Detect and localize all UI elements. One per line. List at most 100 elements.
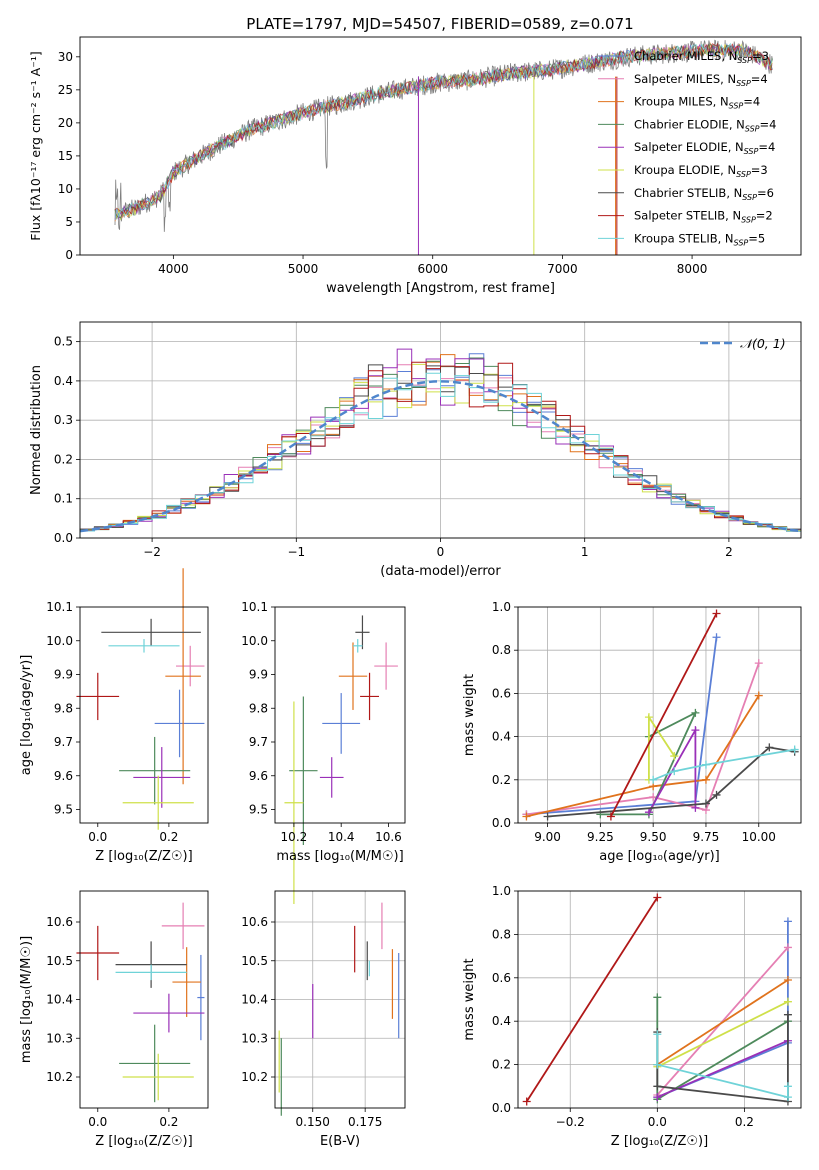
y-tick-label: 0.0 <box>492 816 511 830</box>
x-axis-label: wavelength [Angstrom, rest frame] <box>326 281 555 296</box>
y-tick-label: 0.2 <box>492 773 511 787</box>
x-axis-label: age [log₁₀(age/yr)] <box>599 849 720 864</box>
errorbar-point-salpeter-miles <box>176 645 205 687</box>
x-tick-label: 8000 <box>677 262 708 276</box>
y-axis-label: mass weight <box>462 958 477 1040</box>
x-tick-label: 0.2 <box>159 1115 178 1129</box>
weight-line-salpeter-stelib <box>525 897 659 1102</box>
y-tick-label: 0 <box>65 248 73 262</box>
legend-entry-salpeter-elodie: Salpeter ELODIE, NSSP=4 <box>634 140 775 156</box>
y-tick-label: 20 <box>58 116 73 130</box>
y-tick-label: 0.0 <box>492 1101 511 1115</box>
plot-area <box>278 902 400 1116</box>
errorbar-point-kroupa-miles <box>338 642 368 710</box>
weight-marker <box>670 767 679 776</box>
x-tick-label: 10.2 <box>281 830 308 844</box>
axes-frame <box>517 606 802 824</box>
residual-hist-kroupa-stelib <box>79 372 801 538</box>
legend-count: =4 <box>751 72 768 86</box>
weight-marker <box>653 1093 662 1102</box>
y-tick-label: 9.6 <box>249 769 268 783</box>
weight-marker <box>712 609 721 618</box>
plot-area: 𝒩(0, 1) <box>79 336 802 538</box>
y-tick-label: 10.6 <box>241 915 268 929</box>
legend-name: Chabrier ELODIE, N <box>634 117 745 131</box>
errorbar-point-chabrier-stelib <box>355 615 370 650</box>
x-axis-label: mass [log₁₀(M/M☉)] <box>276 849 403 864</box>
errorbar-point-salpeter-elodie <box>133 993 205 1033</box>
legend-name: Salpeter STELIB, N <box>634 209 741 223</box>
legend-subscript: SSP <box>734 238 749 247</box>
y-tick-label: 9.7 <box>249 735 268 749</box>
x-tick-label: 0.0 <box>648 1115 667 1129</box>
errorbar-point-salpeter-miles <box>374 642 398 690</box>
x-tick-label: 0.150 <box>296 1115 330 1129</box>
weight-marker <box>691 708 700 717</box>
axes-frame <box>274 606 406 824</box>
panel-age-vs-Z: 0.0 0.2 9.5 9.6 9.7 9.8 9.9 10.0 10.1 Z [log₁₀(Z/… <box>19 568 209 864</box>
x-axis-label: Z [log₁₀(Z/Z☉)] <box>95 1134 192 1149</box>
x-tick-label: 9.50 <box>640 830 667 844</box>
errorbar-point-chabrier-miles <box>154 689 205 758</box>
errorbar-point-kroupa-elodie <box>284 701 304 904</box>
x-tick-label: 10.00 <box>742 830 776 844</box>
plot-area <box>284 615 398 904</box>
legend-count: =4 <box>743 95 760 109</box>
legend-subscript: SSP <box>737 56 752 65</box>
legend-subscript: SSP <box>736 170 751 179</box>
observed-spectrum <box>114 39 773 232</box>
y-tick-label: 0.6 <box>492 686 511 700</box>
legend-count: =3 <box>752 49 769 63</box>
axes-frame <box>79 890 209 1109</box>
weight-marker <box>691 726 700 735</box>
y-tick-label: 0.6 <box>492 971 511 985</box>
y-tick-label: 0.1 <box>54 492 73 506</box>
weight-marker <box>670 752 679 761</box>
errorbar-point-kroupa-stelib <box>353 639 363 653</box>
weight-line-salpeter-miles <box>526 662 760 816</box>
x-axis-label: Z [log₁₀(Z/Z☉)] <box>611 1134 708 1149</box>
y-tick-label: 10.2 <box>241 1070 268 1084</box>
y-axis-label: Flux [fλ10⁻¹⁷ erg cm⁻² s⁻¹ A⁻¹] <box>28 51 43 240</box>
weight-line-chabrier-elodie <box>600 710 698 816</box>
y-tick-label: 9.7 <box>54 735 73 749</box>
panel-residuals: 𝒩(0, 1) −2 −1 0 1 2 0.0 0.1 0.2 0.3 0.4 0.5 (data-mo… <box>29 321 802 579</box>
y-tick-label: 10.0 <box>241 634 268 648</box>
x-tick-label: 9.25 <box>587 830 614 844</box>
weight-marker <box>644 808 653 817</box>
weight-marker <box>783 1010 792 1019</box>
weight-line-chabrier-miles <box>526 637 718 816</box>
plot-area <box>522 609 799 821</box>
panel-mass-vs-EBV: 0.150 0.175 10.2 10.3 10.4 10.5 10.6 E(B-V) <box>241 890 406 1149</box>
y-tick-label: 10.5 <box>241 954 268 968</box>
weight-marker <box>653 1030 662 1039</box>
y-tick-label: 10.6 <box>46 915 73 929</box>
legend-subscript: SSP <box>745 124 760 133</box>
legend-entry-salpeter-miles: Salpeter MILES, NSSP=4 <box>634 72 768 88</box>
weight-marker <box>543 812 552 821</box>
y-tick-label: 10.5 <box>46 954 73 968</box>
weight-marker <box>783 1082 792 1091</box>
plot-area <box>76 902 205 1103</box>
y-tick-label: 10.4 <box>241 993 268 1007</box>
x-tick-label: −2 <box>143 545 161 559</box>
model-spectrum-salpeter-miles <box>114 43 773 221</box>
weight-marker <box>701 799 710 808</box>
legend-subscript: SSP <box>741 216 756 225</box>
y-axis-label: mass weight <box>462 674 477 756</box>
legend-count: =6 <box>757 186 774 200</box>
weight-marker <box>649 793 658 802</box>
y-tick-label: 25 <box>58 83 73 97</box>
y-tick-label: 0.2 <box>54 452 73 466</box>
y-axis-label: age [log₁₀(age/yr)] <box>19 655 34 776</box>
weight-line-kroupa-stelib <box>652 748 795 781</box>
y-axis-label: Normed distribution <box>29 365 44 495</box>
y-tick-label: 9.6 <box>54 769 73 783</box>
legend-name: Kroupa ELODIE, N <box>634 163 736 177</box>
panel-weight-vs-age: 9.00 9.25 9.50 9.75 10.00 0.0 0.2 0.4 0.6 0.8 1.0 a… <box>462 600 802 864</box>
errorbar-point-kroupa-miles <box>172 947 201 1017</box>
weight-line-kroupa-stelib <box>656 1034 789 1099</box>
